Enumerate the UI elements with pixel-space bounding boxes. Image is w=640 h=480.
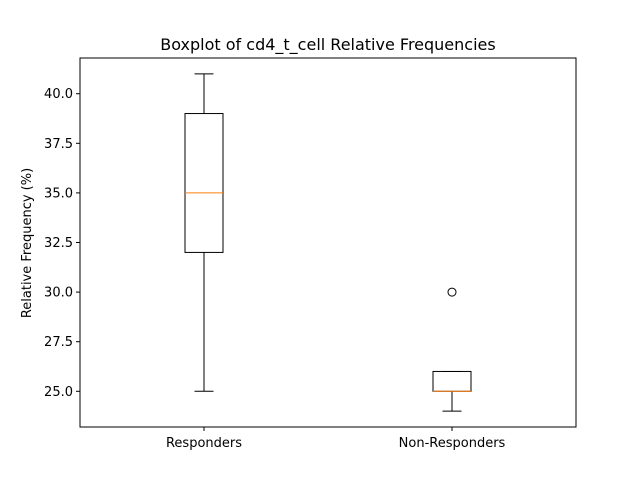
y-tick-label: 32.5 <box>44 236 73 251</box>
outlier-point <box>447 287 457 297</box>
y-tick-label: 25.0 <box>44 385 73 400</box>
x-tick-label: Responders <box>166 436 242 451</box>
plot-area: 25.0 27.5 30.0 32.5 35.0 37.5 40.0 Responders No… <box>44 73 506 451</box>
x-tick-label: Non-Responders <box>399 436 506 451</box>
y-tick-label: 35.0 <box>44 186 73 201</box>
y-tick-label: 37.5 <box>44 137 73 152</box>
box-iqr <box>432 370 472 392</box>
y-tick-label: 40.0 <box>44 87 73 102</box>
y-axis-label: Relative Frequency (%) <box>20 168 35 318</box>
y-tick-label: 27.5 <box>44 335 73 350</box>
plot-frame <box>79 57 577 428</box>
chart-title: Boxplot of cd4_t_cell Relative Frequenci… <box>160 35 495 55</box>
y-tick-label: 30.0 <box>44 286 73 301</box>
box-iqr <box>184 113 224 253</box>
